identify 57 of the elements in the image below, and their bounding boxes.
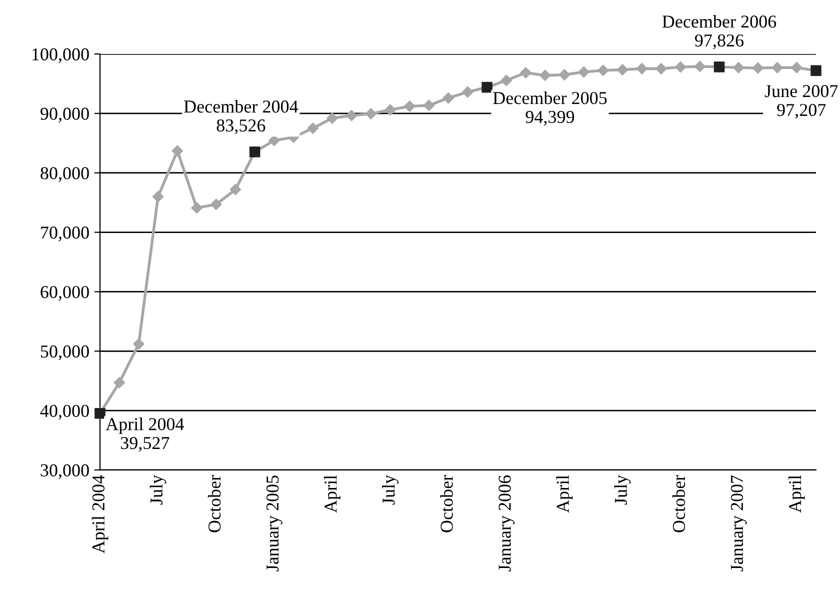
point bbox=[230, 184, 242, 196]
y-tick-label: 90,000 bbox=[40, 108, 89, 122]
point bbox=[346, 110, 358, 122]
point bbox=[190, 202, 203, 214]
x-tick-label: January 2005 bbox=[266, 476, 282, 572]
point bbox=[306, 122, 319, 134]
data-label: April 2004 39,527 bbox=[106, 418, 184, 452]
y-tick-label: 40,000 bbox=[40, 404, 89, 420]
point bbox=[152, 190, 164, 203]
point bbox=[771, 62, 784, 74]
point bbox=[790, 62, 803, 74]
y-tick-label: 50,000 bbox=[40, 345, 89, 360]
point bbox=[752, 62, 764, 74]
point bbox=[462, 86, 474, 98]
x-tick-label: April bbox=[324, 475, 340, 513]
point bbox=[132, 338, 145, 350]
x-tick-label: April bbox=[556, 475, 573, 513]
x-tick-label: October bbox=[440, 475, 453, 532]
point bbox=[500, 74, 512, 86]
x-tick-label: January 2007 bbox=[730, 475, 747, 572]
point bbox=[694, 60, 706, 72]
x-tick-label: July bbox=[382, 474, 398, 505]
data-label: December 2006 97,826 bbox=[662, 15, 776, 50]
x-tick-label: October bbox=[672, 475, 686, 532]
point bbox=[732, 62, 744, 74]
point bbox=[636, 62, 648, 75]
point bbox=[616, 64, 628, 76]
point bbox=[578, 66, 590, 78]
point bbox=[404, 100, 416, 112]
x-tick-label: April 2004 bbox=[92, 475, 108, 554]
point bbox=[558, 68, 570, 81]
point bbox=[423, 100, 435, 112]
point bbox=[365, 108, 377, 120]
point bbox=[442, 92, 454, 104]
y-tick-label: 70,000 bbox=[41, 226, 89, 242]
point bbox=[210, 198, 222, 210]
data-label: December 2005 94,399 bbox=[493, 91, 607, 126]
x-tick-label: July bbox=[614, 474, 631, 505]
point bbox=[326, 112, 338, 124]
x-tick-label: January 2006 bbox=[498, 475, 515, 572]
point bbox=[539, 70, 551, 82]
point bbox=[113, 376, 126, 389]
data-label: June 2007 97,207 bbox=[764, 85, 838, 119]
point bbox=[172, 144, 184, 157]
point bbox=[384, 104, 396, 116]
y-tick-label: 100,000 bbox=[32, 48, 89, 64]
x-tick-label: July bbox=[150, 474, 166, 505]
point bbox=[520, 66, 532, 79]
point bbox=[655, 62, 668, 75]
y-tick-label: 30,000 bbox=[40, 464, 89, 480]
y-tick-label: 80,000 bbox=[40, 167, 89, 182]
x-tick-label: April bbox=[788, 475, 805, 513]
data-label: December 2004 83,526 bbox=[184, 100, 298, 134]
y-tick-label: 60,000 bbox=[40, 286, 89, 301]
point bbox=[597, 64, 610, 76]
point bbox=[674, 61, 686, 73]
x-tick-label: October bbox=[208, 475, 221, 532]
